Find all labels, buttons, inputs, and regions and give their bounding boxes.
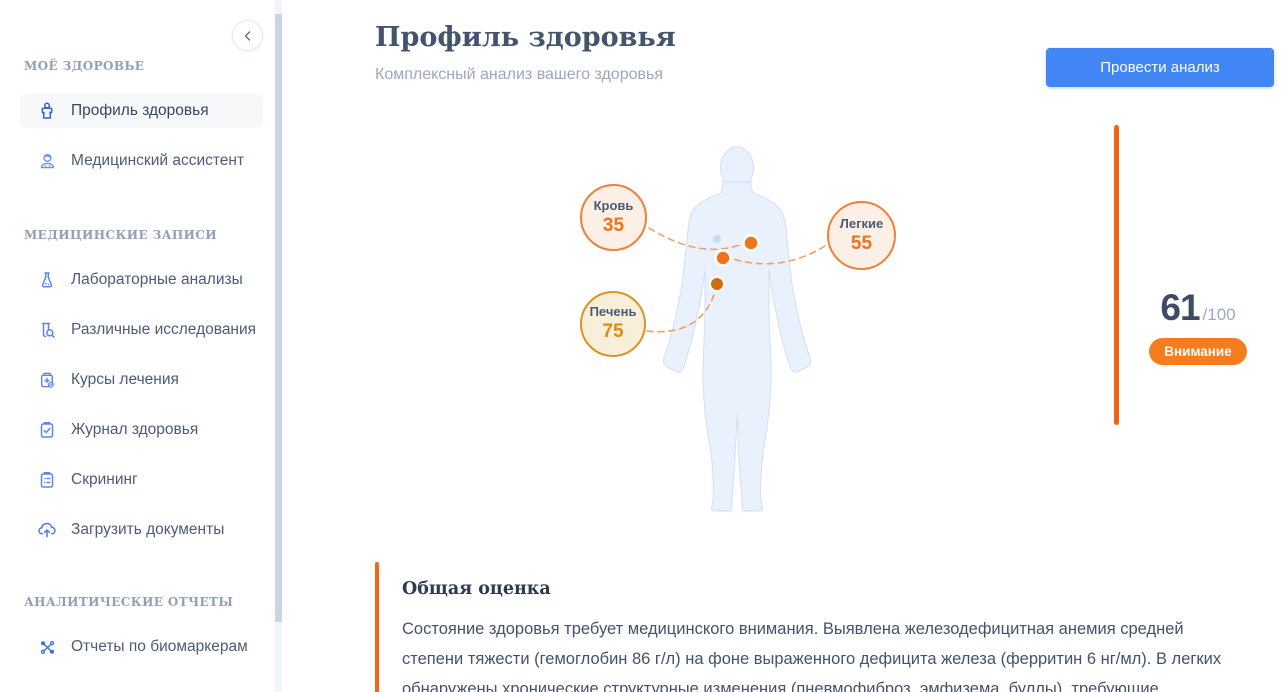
- sidebar-item-screening[interactable]: Скрининг: [20, 463, 263, 497]
- organ-marker-liver[interactable]: Печень 75: [580, 291, 646, 357]
- sidebar-group: Лабораторные анализы Различные исследова…: [0, 263, 283, 547]
- sidebar-item-medical-assistant[interactable]: Медицинский ассистент: [20, 144, 263, 178]
- organ-label: Легкие: [839, 215, 884, 231]
- organ-score: 75: [602, 321, 624, 343]
- sidebar-item-health-journal[interactable]: Журнал здоровья: [20, 413, 263, 447]
- journal-check-icon: [37, 420, 57, 440]
- person-icon: [37, 101, 57, 121]
- organ-score: 35: [602, 214, 625, 236]
- run-analysis-button[interactable]: Провести анализ: [1046, 48, 1274, 87]
- sidebar-group: Отчеты по биомаркерам: [0, 630, 283, 664]
- sidebar-item-label: Лабораторные анализы: [71, 271, 243, 288]
- organ-label: Кровь: [593, 197, 634, 213]
- sidebar-item-label: Загрузить документы: [71, 521, 225, 538]
- sidebar-item-label: Журнал здоровья: [71, 421, 199, 438]
- sidebar-item-upload-documents[interactable]: Загрузить документы: [20, 513, 263, 547]
- assessment-accent-bar: [375, 562, 379, 692]
- research-icon: [37, 320, 57, 340]
- sidebar-item-label: Отчеты по биомаркерам: [71, 638, 248, 655]
- organ-marker-blood[interactable]: Кровь 35: [580, 184, 647, 251]
- score-max: /100: [1202, 305, 1236, 324]
- sidebar-item-label: Различные исследования: [71, 321, 257, 338]
- assessment-text: Состояние здоровья требует медицинского …: [402, 620, 1222, 692]
- sidebar-item-treatment-courses[interactable]: Курсы лечения: [20, 363, 263, 397]
- sidebar-section-medical-records: МЕДИЦИНСКИЕ ЗАПИСИ: [24, 228, 218, 242]
- overall-assessment-section: Общая оценка Состояние здоровья требует …: [375, 562, 1255, 692]
- sidebar-item-biomarker-reports[interactable]: Отчеты по биомаркерам: [20, 630, 263, 664]
- flask-icon: [37, 270, 57, 290]
- score-accent-line: [1114, 125, 1119, 425]
- sidebar-scrollbar-thumb[interactable]: [275, 14, 282, 622]
- cloud-upload-icon: [37, 520, 57, 540]
- overall-score: 61/100 Внимание: [1128, 287, 1268, 365]
- organ-marker-lungs[interactable]: Легкие 55: [827, 201, 896, 270]
- status-badge: Внимание: [1149, 338, 1247, 365]
- assistant-icon: [37, 151, 57, 171]
- sidebar-item-label: Медицинский ассистент: [71, 152, 245, 169]
- human-body-illustration: [662, 146, 812, 512]
- page-subtitle: Комплексный анализ вашего здоровья: [375, 66, 663, 83]
- sidebar-section-analytics: АНАЛИТИЧЕСКИЕ ОТЧЕТЫ: [24, 595, 234, 609]
- sidebar-section-my-health: МОЁ ЗДОРОВЬЕ: [24, 59, 145, 73]
- treatment-icon: [37, 370, 57, 390]
- sidebar-item-health-profile[interactable]: Профиль здоровья: [20, 94, 263, 128]
- body-map: Кровь 35 Легкие 55 Печень 75 61/100 Вним…: [283, 0, 1288, 560]
- score-value: 61: [1160, 287, 1200, 328]
- assessment-heading: Общая оценка: [402, 579, 551, 599]
- sidebar-item-label: Профиль здоровья: [71, 102, 209, 119]
- sidebar: МОЁ ЗДОРОВЬЕ Профиль здоровья Медицински…: [0, 0, 283, 692]
- sidebar-item-various-studies[interactable]: Различные исследования: [20, 313, 263, 347]
- organ-label: Печень: [589, 304, 637, 319]
- sidebar-item-lab-tests[interactable]: Лабораторные анализы: [20, 263, 263, 297]
- chevron-left-icon: [242, 30, 254, 42]
- sidebar-group: Профиль здоровья Медицинский ассистент: [0, 94, 283, 178]
- sidebar-item-label: Скрининг: [71, 471, 138, 488]
- organ-score: 55: [850, 232, 873, 254]
- screening-icon: [37, 470, 57, 490]
- sidebar-collapse-button[interactable]: [232, 20, 263, 51]
- main-content: Профиль здоровья Комплексный анализ ваше…: [283, 0, 1288, 692]
- page-title: Профиль здоровья: [375, 22, 676, 53]
- sidebar-item-label: Курсы лечения: [71, 371, 179, 388]
- biomarkers-icon: [37, 637, 57, 657]
